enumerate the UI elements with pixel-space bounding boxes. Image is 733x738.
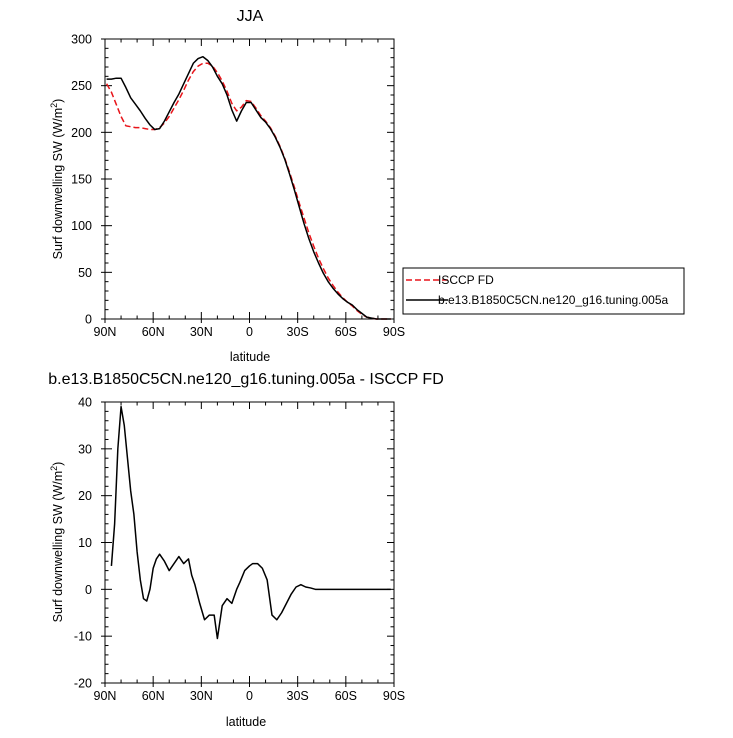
bottom-series-line-0 — [110, 405, 391, 640]
top-title: JJA — [237, 8, 264, 25]
top-ytick-label: 50 — [78, 266, 92, 280]
top-series-line-1 — [106, 55, 391, 320]
top-series-line-0 — [105, 62, 391, 320]
bottom-xtick-label: 60S — [335, 689, 357, 703]
bottom-ytick-label: 0 — [85, 583, 92, 597]
top-panel: JJA 90N 60N 30N 0 30S 60S 90S 0 50 100 150 200 250 30… — [49, 8, 405, 364]
bottom-title: b.e13.B1850C5CN.ne120_g16.tuning.005a - … — [48, 371, 444, 388]
bottom-xtick-label: 30S — [287, 689, 309, 703]
bottom-ylabel-close: ) — [51, 462, 65, 466]
top-ylabel: Surf downwelling SW (W/m2) — [49, 99, 65, 260]
top-xtick-label: 30S — [287, 325, 309, 339]
bottom-ytick-label: 20 — [78, 489, 92, 503]
bottom-ylabel: Surf downwelling SW (W/m2) — [49, 462, 65, 623]
top-ytick-label: 300 — [71, 33, 92, 47]
bottom-xtick-label: 90N — [94, 689, 117, 703]
bottom-ytick-label: 40 — [78, 396, 92, 410]
top-ytick-label: 150 — [71, 173, 92, 187]
top-ylabel-main: Surf downwelling SW (W/m — [51, 108, 65, 259]
bottom-plot-frame — [104, 401, 395, 684]
bottom-ytick-label: -20 — [74, 677, 92, 691]
bottom-xtick-label: 0 — [246, 689, 253, 703]
top-ylabel-close: ) — [51, 99, 65, 103]
bottom-xlabel: latitude — [226, 715, 266, 729]
bottom-ylabel-main: Surf downwelling SW (W/m — [51, 471, 65, 622]
bottom-plot-area: 90N 60N 30N 0 30S 60S 90S -20 -10 0 10 20 30 40 — [74, 396, 405, 704]
bottom-panel: b.e13.B1850C5CN.ne120_g16.tuning.005a - … — [48, 371, 444, 729]
top-xtick-label: 0 — [246, 325, 253, 339]
top-xtick-label: 90S — [383, 325, 405, 339]
top-xtick-label: 90N — [94, 325, 117, 339]
top-ytick-label: 0 — [85, 313, 92, 327]
top-xtick-label: 60S — [335, 325, 357, 339]
top-ytick-label: 100 — [71, 219, 92, 233]
legend: ISCCP FD b.e13.B1850C5CN.ne120_g16.tunin… — [402, 267, 685, 315]
bottom-xtick-label: 30N — [190, 689, 213, 703]
bottom-ytick-label: 10 — [78, 536, 92, 550]
bottom-ytick-label: -10 — [74, 630, 92, 644]
top-ytick-label: 250 — [71, 79, 92, 93]
top-plot-area: 90N 60N 30N 0 30S 60S 90S 0 50 100 150 200 250 300 — [71, 33, 405, 340]
legend-label-model: b.e13.B1850C5CN.ne120_g16.tuning.005a — [438, 293, 669, 307]
bottom-xtick-label: 60N — [142, 689, 165, 703]
bottom-xtick-label: 90S — [383, 689, 405, 703]
top-ylabel-sup: 2 — [49, 103, 59, 108]
top-xtick-label: 30N — [190, 325, 213, 339]
bottom-ytick-label: 30 — [78, 442, 92, 456]
top-xlabel: latitude — [230, 350, 270, 364]
legend-box — [402, 267, 685, 315]
top-xtick-label: 60N — [142, 325, 165, 339]
bottom-ylabel-sup: 2 — [49, 466, 59, 471]
legend-label-isccp: ISCCP FD — [438, 273, 494, 287]
top-ytick-label: 200 — [71, 126, 92, 140]
top-plot-frame — [104, 38, 395, 320]
